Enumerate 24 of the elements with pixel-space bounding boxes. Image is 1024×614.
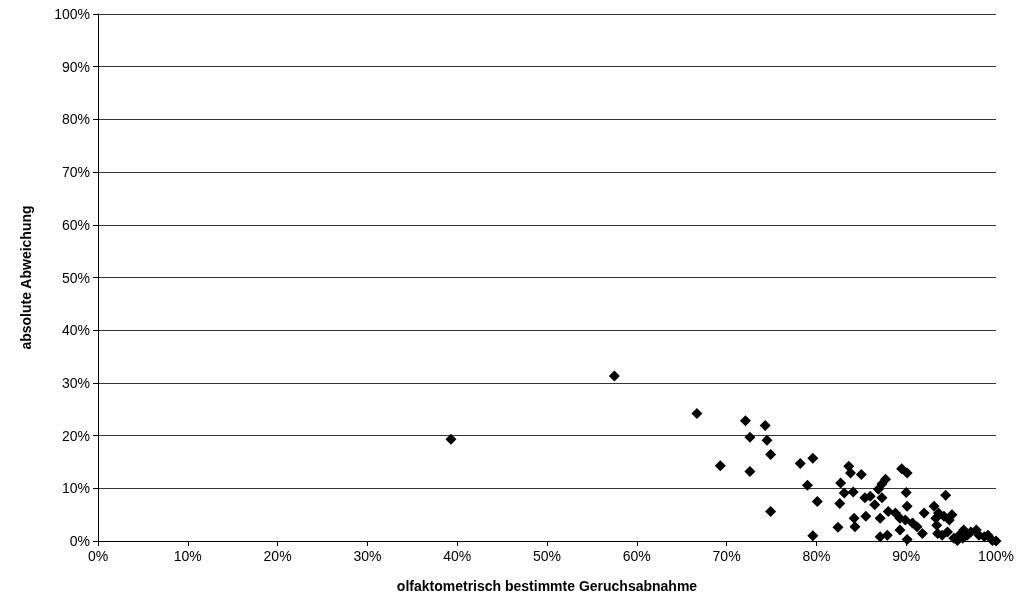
y-tick-label: 0% xyxy=(69,533,90,549)
y-tick-label: 90% xyxy=(61,58,90,75)
x-tick-label: 80% xyxy=(802,548,831,564)
y-tick-label: 100% xyxy=(54,6,90,22)
x-tick-label: 90% xyxy=(892,548,921,564)
y-tick-label: 80% xyxy=(61,111,90,128)
x-tick-label: 10% xyxy=(173,548,202,564)
y-tick-label: 30% xyxy=(61,374,90,391)
x-tick-label: 0% xyxy=(87,548,109,564)
y-tick-label: 50% xyxy=(61,269,90,286)
y-tick-label: 60% xyxy=(61,216,90,233)
y-tick-label: 20% xyxy=(61,427,90,444)
x-tick-label: 40% xyxy=(443,548,472,564)
y-tick-label: 10% xyxy=(61,480,90,497)
y-tick-label: 70% xyxy=(61,164,90,181)
x-axis-title: olfaktometrisch bestimmte Geruchsabnahme xyxy=(396,578,698,594)
x-tick-label: 60% xyxy=(622,548,651,564)
x-tick-label: 50% xyxy=(532,548,562,564)
x-tick-label: 70% xyxy=(712,548,741,564)
x-tick-label: 20% xyxy=(263,548,292,564)
x-tick-label: 30% xyxy=(353,548,382,564)
x-tick-label: 100% xyxy=(978,548,1014,564)
y-axis-title: absolute Abweichung xyxy=(18,205,34,350)
y-tick-label: 40% xyxy=(61,322,90,339)
